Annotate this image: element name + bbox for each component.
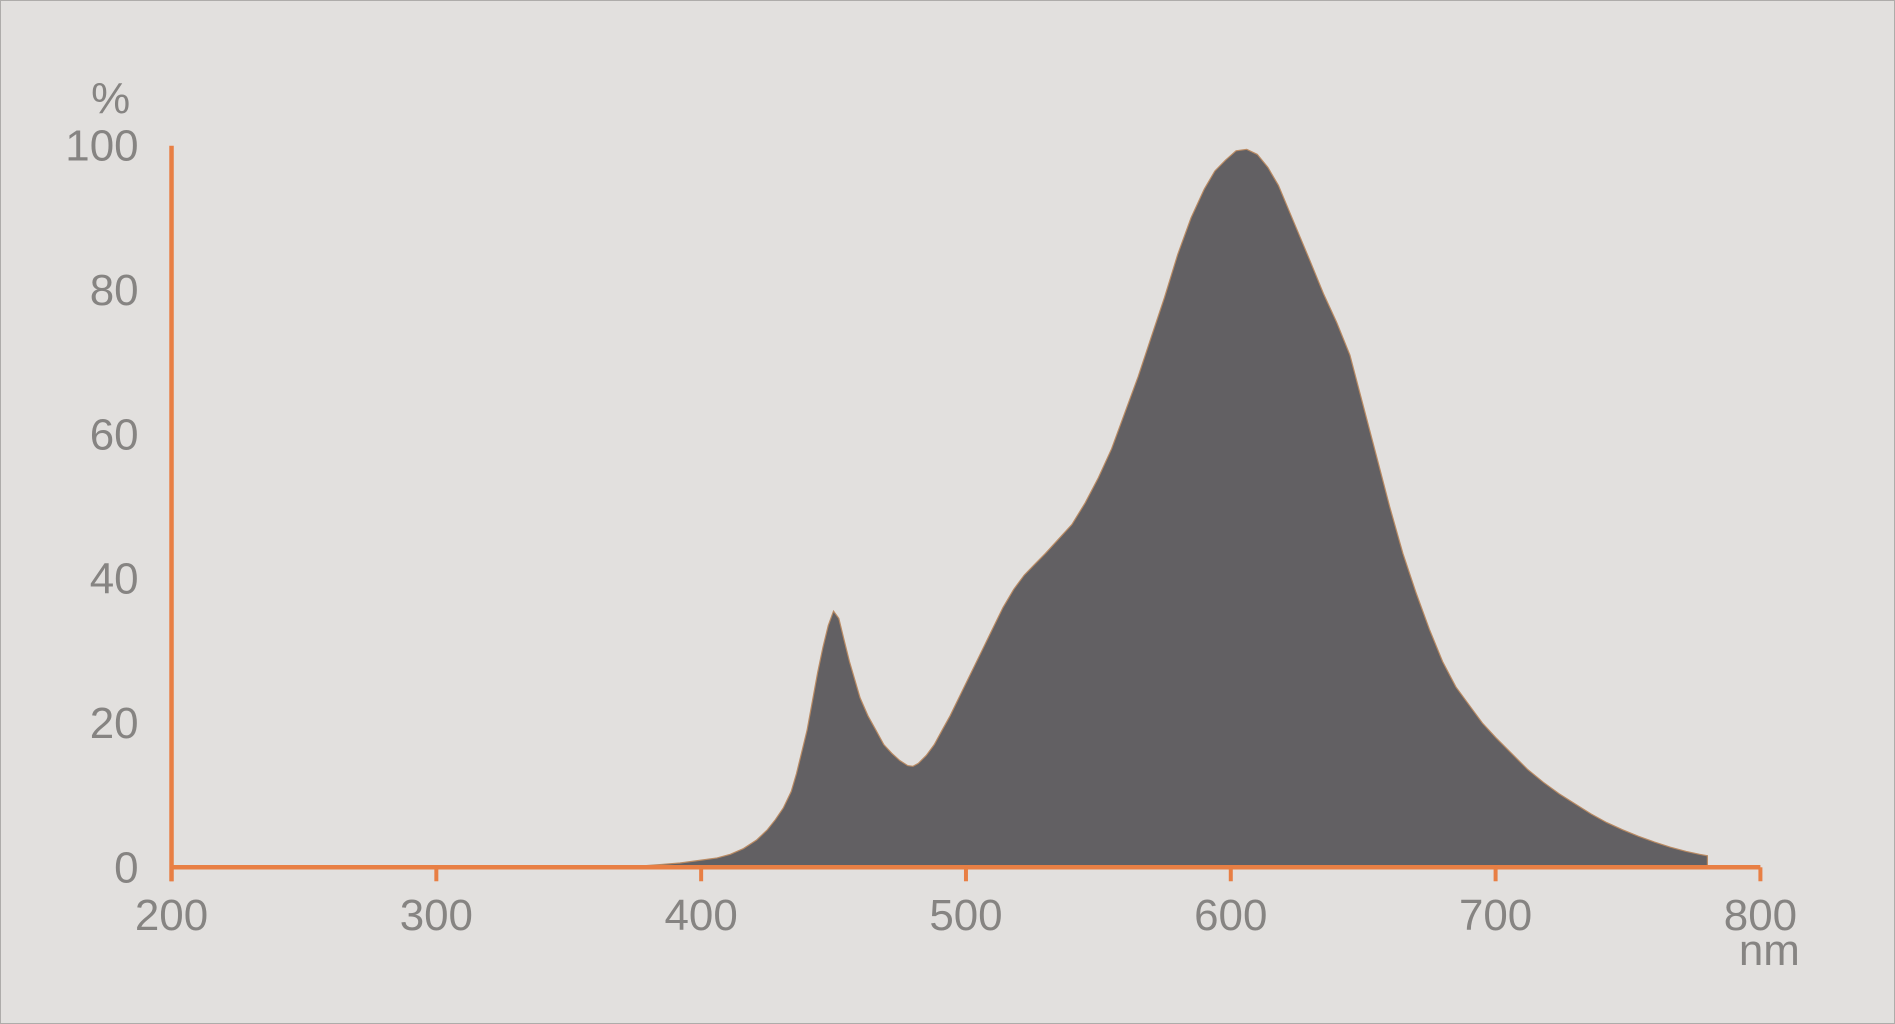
y-tick-label: 100 bbox=[65, 122, 138, 171]
axes bbox=[169, 145, 1763, 882]
x-axis-unit-label: nm bbox=[1739, 926, 1800, 975]
y-tick-label: 40 bbox=[90, 555, 139, 604]
spectrum-area bbox=[621, 148, 1709, 868]
x-tick-label: 300 bbox=[400, 891, 473, 940]
axis-labels: % nm 200 300 400 500 600 700 800 0 20 40 60 80 100 bbox=[65, 74, 1800, 975]
y-axis-unit-label: % bbox=[91, 74, 130, 123]
y-tick-label: 60 bbox=[90, 410, 139, 459]
y-tick-label: 0 bbox=[114, 843, 138, 892]
x-tick-label: 800 bbox=[1724, 891, 1797, 940]
x-tick-label: 400 bbox=[665, 891, 738, 940]
x-tick-label: 500 bbox=[929, 891, 1002, 940]
x-tick-label: 600 bbox=[1194, 891, 1267, 940]
plot-area bbox=[621, 148, 1709, 868]
y-tick-label: 20 bbox=[90, 699, 139, 748]
x-tick-label: 700 bbox=[1459, 891, 1532, 940]
y-tick-label: 80 bbox=[90, 266, 139, 315]
x-tick-label: 200 bbox=[135, 891, 208, 940]
